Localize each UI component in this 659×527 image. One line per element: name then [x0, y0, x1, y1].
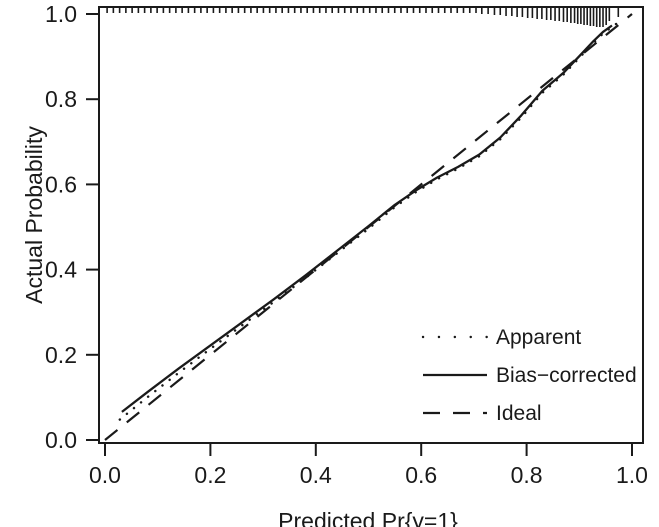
y-tick-label: 0.8 [45, 86, 77, 112]
x-tick-label: 0.6 [405, 462, 437, 488]
y-tick-label: 1.0 [45, 1, 77, 27]
y-tick-label: 0.4 [45, 257, 77, 283]
x-axis-title: Predicted Pr{y=1} [278, 508, 458, 527]
legend-label: Bias−corrected [496, 364, 637, 387]
curve-apparent [118, 20, 620, 421]
x-tick-label: 1.0 [616, 462, 648, 488]
legend-label: Apparent [496, 326, 581, 349]
legend-label: Ideal [496, 402, 542, 425]
x-tick-label: 0.0 [89, 462, 121, 488]
plot-area-border [98, 6, 644, 444]
curve-bias-corrected [121, 24, 613, 413]
x-tick-label: 0.8 [511, 462, 543, 488]
y-tick-label: 0.0 [45, 427, 77, 453]
x-tick-label: 0.4 [300, 462, 332, 488]
y-tick-label: 0.2 [45, 342, 77, 368]
y-tick-label: 0.6 [45, 171, 77, 197]
x-tick-label: 0.2 [194, 462, 226, 488]
y-axis-title: Actual Probability [21, 126, 47, 304]
